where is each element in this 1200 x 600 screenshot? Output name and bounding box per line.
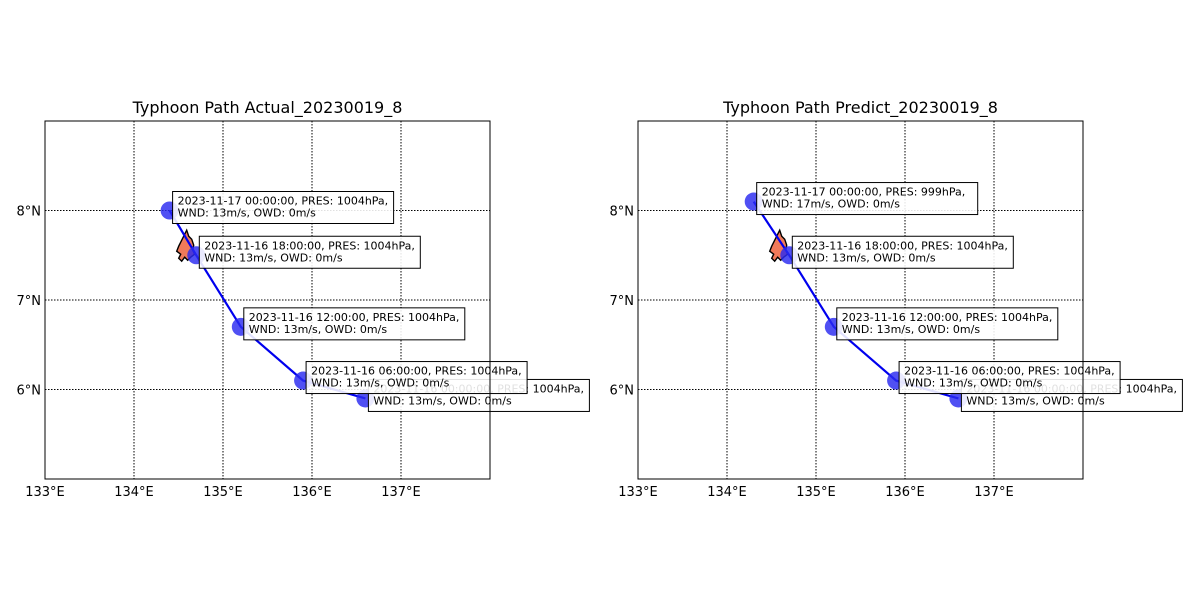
point-annotation: 2023-11-16 18:00:00, PRES: 1004hPa,WND: … bbox=[791, 235, 1014, 269]
annotation-box bbox=[756, 182, 979, 216]
annotation-line-2: WND: 13m/s, OWD: 0m/s bbox=[311, 377, 450, 390]
x-tick-label: 133°E bbox=[25, 485, 65, 500]
annotation-line-1: 2023-11-17 00:00:00, PRES: 1004hPa, bbox=[178, 195, 389, 208]
x-tick-label: 133°E bbox=[618, 485, 658, 500]
annotation-line-1: 2023-11-16 18:00:00, PRES: 1004hPa, bbox=[797, 239, 1008, 252]
point-annotation: 2023-11-16 06:00:00, PRES: 1004hPa,WND: … bbox=[898, 361, 1121, 395]
annotation-line-2: WND: 13m/s, OWD: 0m/s bbox=[373, 394, 512, 407]
annotation-line-2: WND: 17m/s, OWD: 0m/s bbox=[762, 198, 901, 211]
point-annotation: 2023-11-16 12:00:00, PRES: 1004hPa,WND: … bbox=[243, 307, 466, 341]
x-tick-label: 137°E bbox=[974, 485, 1014, 500]
axes-frame bbox=[44, 120, 491, 480]
plot-area: 133°E 134°E 135°E 136°E 137°E 6°N 7°N 8°N 2023-1… bbox=[610, 120, 1183, 500]
point-annotation: 2023-11-16 18:00:00, PRES: 1004hPa,WND: … bbox=[198, 235, 421, 269]
y-tick-label: 6°N bbox=[610, 384, 635, 399]
chart-panel-actual: Typhoon Path Actual_20230019_8 133°E 134°… bbox=[17, 98, 590, 500]
annotation-line-2: WND: 13m/s, OWD: 0m/s bbox=[842, 323, 981, 336]
point-annotation: 2023-11-16 06:00:00, PRES: 1004hPa,WND: … bbox=[305, 361, 528, 395]
annotation-line-1: 2023-11-16 06:00:00, PRES: 1004hPa, bbox=[311, 365, 522, 378]
annotation-box bbox=[836, 307, 1059, 341]
annotation-line-1: 2023-11-16 12:00:00, PRES: 1004hPa, bbox=[842, 311, 1053, 324]
chart-title: Typhoon Path Predict_20230019_8 bbox=[722, 98, 998, 118]
chart-panel-predict: Typhoon Path Predict_20230019_8 133°E 134… bbox=[610, 98, 1183, 500]
x-tick-label: 135°E bbox=[203, 485, 243, 500]
x-tick-label: 136°E bbox=[885, 485, 925, 500]
x-tick-label: 137°E bbox=[381, 485, 421, 500]
chart-title: Typhoon Path Actual_20230019_8 bbox=[132, 98, 403, 118]
annotation-line-1: 2023-11-16 18:00:00, PRES: 1004hPa, bbox=[204, 239, 415, 252]
x-tick-label: 134°E bbox=[707, 485, 747, 500]
annotation-line-2: WND: 13m/s, OWD: 0m/s bbox=[966, 394, 1105, 407]
annotation-line-2: WND: 13m/s, OWD: 0m/s bbox=[249, 323, 388, 336]
x-tick-label: 134°E bbox=[114, 485, 154, 500]
annotation-line-1: 2023-11-16 06:00:00, PRES: 1004hPa, bbox=[904, 365, 1115, 378]
annotation-line-2: WND: 13m/s, OWD: 0m/s bbox=[178, 207, 317, 220]
y-tick-label: 7°N bbox=[17, 294, 42, 309]
y-tick-label: 8°N bbox=[610, 205, 635, 220]
point-annotation: 2023-11-17 00:00:00, PRES: 999hPa,WND: 1… bbox=[756, 182, 979, 216]
y-tick-label: 6°N bbox=[17, 384, 42, 399]
annotation-box bbox=[243, 307, 466, 341]
y-tick-label: 7°N bbox=[610, 294, 635, 309]
x-tick-label: 135°E bbox=[796, 485, 836, 500]
annotation-line-2: WND: 13m/s, OWD: 0m/s bbox=[797, 251, 936, 264]
plot-area: 133°E 134°E 135°E 136°E 137°E 6°N 7°N 8°N 2023-1… bbox=[17, 120, 590, 500]
annotation-line-1: 2023-11-17 00:00:00, PRES: 999hPa, bbox=[762, 186, 966, 199]
point-annotation: 2023-11-16 12:00:00, PRES: 1004hPa,WND: … bbox=[836, 307, 1059, 341]
axes-frame bbox=[637, 120, 1084, 480]
annotation-line-2: WND: 13m/s, OWD: 0m/s bbox=[204, 251, 343, 264]
point-annotation: 2023-11-17 00:00:00, PRES: 1004hPa,WND: … bbox=[172, 191, 395, 224]
annotation-box bbox=[791, 235, 1014, 269]
annotation-line-1: 2023-11-16 12:00:00, PRES: 1004hPa, bbox=[249, 311, 460, 324]
annotation-box bbox=[172, 191, 395, 224]
annotation-line-2: WND: 13m/s, OWD: 0m/s bbox=[904, 377, 1043, 390]
annotation-box bbox=[198, 235, 421, 269]
y-tick-label: 8°N bbox=[17, 205, 42, 220]
x-tick-label: 136°E bbox=[292, 485, 332, 500]
